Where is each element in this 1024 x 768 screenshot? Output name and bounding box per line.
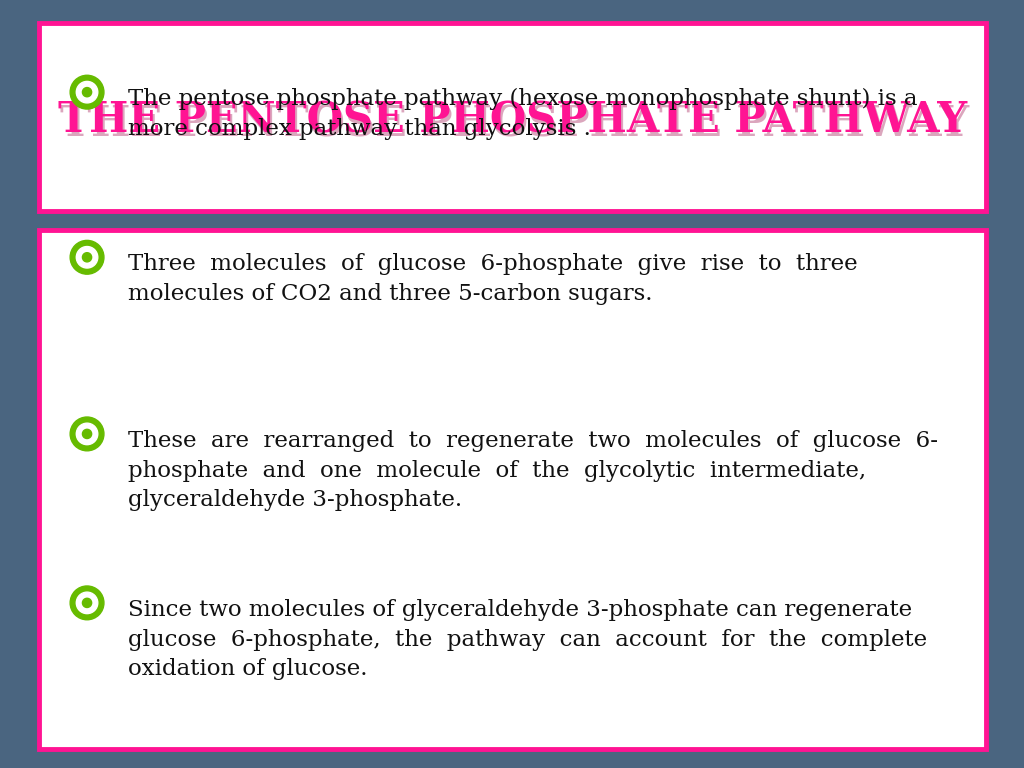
Ellipse shape: [77, 81, 98, 103]
Ellipse shape: [77, 592, 98, 614]
Ellipse shape: [82, 88, 92, 97]
Ellipse shape: [77, 423, 98, 445]
FancyBboxPatch shape: [39, 23, 986, 211]
Ellipse shape: [82, 253, 92, 262]
Ellipse shape: [77, 247, 98, 268]
Ellipse shape: [70, 417, 104, 451]
Ellipse shape: [70, 586, 104, 620]
Ellipse shape: [70, 240, 104, 274]
Ellipse shape: [70, 75, 104, 109]
Ellipse shape: [82, 429, 92, 439]
Text: THE PENTOSE PHOSPHATE PATHWAY: THE PENTOSE PHOSPHATE PATHWAY: [58, 100, 967, 142]
Text: THE PENTOSE PHOSPHATE PATHWAY: THE PENTOSE PHOSPHATE PATHWAY: [60, 104, 969, 146]
Text: These  are  rearranged  to  regenerate  two  molecules  of  glucose  6-
phosphat: These are rearranged to regenerate two m…: [128, 430, 938, 511]
FancyBboxPatch shape: [39, 230, 986, 749]
Ellipse shape: [82, 598, 92, 607]
Text: Three  molecules  of  glucose  6-phosphate  give  rise  to  three
molecules of C: Three molecules of glucose 6-phosphate g…: [128, 253, 858, 305]
Text: Since two molecules of glyceraldehyde 3-phosphate can regenerate
glucose  6-phos: Since two molecules of glyceraldehyde 3-…: [128, 599, 927, 680]
Text: The pentose phosphate pathway (hexose monophosphate shunt) is a
more complex pat: The pentose phosphate pathway (hexose mo…: [128, 88, 918, 140]
